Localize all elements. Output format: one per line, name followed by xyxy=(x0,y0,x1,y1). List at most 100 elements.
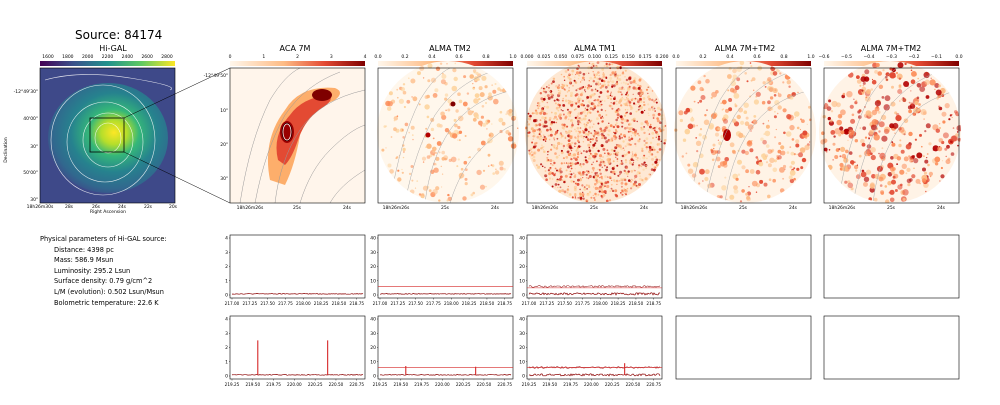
spectrum-ytick: 4 xyxy=(225,317,228,323)
empty-spectrum-axes xyxy=(823,315,960,380)
spectrum-xtick: 218.50 xyxy=(629,301,644,306)
spectrum-ytick: 4 xyxy=(225,236,228,242)
spectrum-ytick: 0 xyxy=(373,293,376,299)
spectrum-ytick: 0 xyxy=(522,293,525,299)
empty-spectrum-axes xyxy=(675,315,812,380)
spectrum-series xyxy=(528,285,661,288)
source-title: Source: 84174 xyxy=(75,28,163,42)
spectrum-ytick: 20 xyxy=(519,345,525,351)
spectrum-xtick: 220.50 xyxy=(626,382,641,387)
spectrum-xtick: 217.75 xyxy=(426,301,441,306)
spectrum-xtick: 217.25 xyxy=(242,301,257,306)
spectrum-series xyxy=(231,293,364,295)
higal-xlabel: Right Ascension xyxy=(90,209,126,215)
a-xtick: 25s xyxy=(739,205,748,211)
spectrum-xtick: 220.00 xyxy=(435,382,450,387)
spectrum-ytick: 20 xyxy=(370,345,376,351)
panel-title-alma-tm2: ALMA TM2 xyxy=(429,44,471,53)
spectrum-xtick: 217.00 xyxy=(225,301,240,306)
colorbar-tick-label: 1600 xyxy=(42,54,54,60)
spectrum-series xyxy=(379,374,512,376)
spectrum-xtick: 218.25 xyxy=(611,301,626,306)
spectrum-xtick: 219.75 xyxy=(266,382,281,387)
higal-xtick: 20s xyxy=(169,204,178,210)
colorbar-tick-label: 0.8 xyxy=(482,54,489,60)
tm2-xtick: 24s xyxy=(491,205,500,211)
spectrum-xtick: 218.75 xyxy=(349,301,364,306)
colorbar-tick-label: 0.8 xyxy=(780,54,787,60)
spectrum-ytick: 3 xyxy=(225,331,228,337)
spectrum-xtick: 220.25 xyxy=(605,382,620,387)
colorbar-tick-label: 2 xyxy=(296,54,299,60)
b-xtick: 18h26m26s xyxy=(829,205,856,211)
colorbar-tick-label: 0.4 xyxy=(726,54,733,60)
spectrum-xtick: 220.50 xyxy=(329,382,344,387)
spectrum-xtick: 219.50 xyxy=(245,382,260,387)
spectrum-xtick: 217.75 xyxy=(575,301,590,306)
spectrum-series xyxy=(528,292,660,296)
colorbar-tick-label: −0.3 xyxy=(886,54,897,60)
tm1-xtick: 18h26m26s xyxy=(532,205,559,211)
higal-ylabel: Declination xyxy=(3,137,9,163)
spectrum-xtick: 217.00 xyxy=(522,301,537,306)
spectrum-ytick: 2 xyxy=(225,345,228,351)
spectrum-ytick: 30 xyxy=(519,250,525,256)
colorbar-tick-label: 0.2 xyxy=(699,54,706,60)
spectrum-xtick: 220.25 xyxy=(308,382,323,387)
spectrum-xtick: 219.75 xyxy=(414,382,429,387)
b-xtick: 24s xyxy=(937,205,946,211)
aca-ytick: -12°49'50" xyxy=(204,73,228,79)
higal-ytick: -12°49'30" xyxy=(14,89,38,95)
colorbar-tick-label: 0.075 xyxy=(571,54,584,60)
spectrum-xtick: 218.50 xyxy=(480,301,495,306)
colorbar-tick-label: 0.2 xyxy=(401,54,408,60)
colorbar-tick-label: 2600 xyxy=(141,54,153,60)
colorbar-tick-label: 3 xyxy=(330,54,333,60)
panel-title-alma-7m-tm2-a: ALMA 7M+TM2 xyxy=(714,44,776,53)
higal-zoom-box xyxy=(89,117,125,153)
colorbar-tick-label: 0 xyxy=(229,54,232,60)
spectrum-ytick: 10 xyxy=(370,278,376,284)
spectrum-ytick: 40 xyxy=(519,317,525,323)
colorbar-tick-label: 4 xyxy=(364,54,367,60)
tm1-xtick: 25s xyxy=(590,205,599,211)
higal-xtick: 28s xyxy=(65,204,74,210)
spectrum-ytick: 0 xyxy=(225,374,228,380)
colorbar-tick-label: 2200 xyxy=(102,54,114,60)
spectrum-xtick: 217.50 xyxy=(408,301,423,306)
spectrum-axes xyxy=(377,315,514,380)
spectrum-xtick: 217.75 xyxy=(278,301,293,306)
spectrum-ytick: 10 xyxy=(519,359,525,365)
colorbar-tick-label: −0.4 xyxy=(864,54,875,60)
colorbar-tick-label: −0.1 xyxy=(931,54,942,60)
higal-ytick: 50'00" xyxy=(23,170,38,176)
spectrum-xtick: 219.50 xyxy=(542,382,557,387)
spectrum-xtick: 219.50 xyxy=(393,382,408,387)
spectrum-xtick: 219.25 xyxy=(373,382,388,387)
spectrum-ytick: 3 xyxy=(225,250,228,256)
colorbar-tick-label: 1.0 xyxy=(509,54,516,60)
spectrum-ytick: 0 xyxy=(522,374,525,380)
spectrum-xtick: 220.25 xyxy=(456,382,471,387)
spectrum-xtick: 220.75 xyxy=(349,382,364,387)
tm2-xtick: 18h26m26s xyxy=(383,205,410,211)
spectrum-axes xyxy=(229,315,366,380)
spectrum-xtick: 220.75 xyxy=(646,382,661,387)
panel-title-higal: Hi-GAL xyxy=(99,44,127,53)
colorbar-tick-label: 0.000 xyxy=(521,54,534,60)
spectrum-axes xyxy=(526,315,663,380)
aca-ytick: 30" xyxy=(220,176,228,182)
spectrum-ytick: 1 xyxy=(225,278,228,284)
higal-xtick: 24s xyxy=(118,204,127,210)
physical-distance: Distance: 4398 pc xyxy=(54,245,114,254)
empty-spectrum-axes xyxy=(675,234,812,299)
spectrum-xtick: 218.00 xyxy=(296,301,311,306)
spectrum-axes xyxy=(377,234,514,299)
spectrum-series xyxy=(379,293,512,295)
spectrum-ytick: 30 xyxy=(370,250,376,256)
colorbar-tick-label: 0.025 xyxy=(537,54,550,60)
colorbar-tick-label: 0.050 xyxy=(554,54,567,60)
colorbar-higal xyxy=(40,61,175,66)
spectrum-ytick: 10 xyxy=(370,359,376,365)
